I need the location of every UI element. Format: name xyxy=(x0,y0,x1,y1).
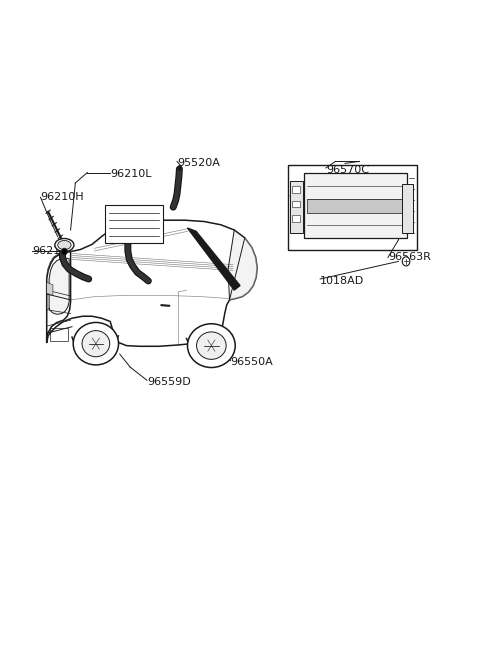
Ellipse shape xyxy=(188,324,235,367)
Bar xyxy=(291,215,300,222)
Text: 91814A: 91814A xyxy=(110,208,153,218)
Ellipse shape xyxy=(55,239,74,251)
Bar xyxy=(291,186,300,193)
Bar xyxy=(307,199,404,213)
Text: 96210L: 96210L xyxy=(110,169,152,180)
Text: 96216: 96216 xyxy=(33,246,68,256)
Ellipse shape xyxy=(58,241,71,250)
Polygon shape xyxy=(47,251,71,342)
Ellipse shape xyxy=(197,332,226,359)
Bar xyxy=(50,328,68,341)
Ellipse shape xyxy=(82,331,110,357)
Bar xyxy=(402,184,413,234)
Polygon shape xyxy=(177,166,182,170)
Polygon shape xyxy=(49,258,69,314)
Text: 95520A: 95520A xyxy=(177,158,220,169)
Bar xyxy=(291,201,300,207)
Bar xyxy=(288,165,417,250)
Text: 96570C: 96570C xyxy=(326,165,369,175)
Bar xyxy=(289,181,303,234)
Text: 96563E: 96563E xyxy=(110,220,152,230)
Text: 96563R: 96563R xyxy=(388,253,431,262)
Text: 96559D: 96559D xyxy=(147,377,191,386)
Text: 96210H: 96210H xyxy=(40,192,84,202)
Polygon shape xyxy=(228,230,257,300)
Polygon shape xyxy=(47,282,53,295)
Polygon shape xyxy=(188,228,240,290)
Ellipse shape xyxy=(402,256,410,266)
Text: 1018AD: 1018AD xyxy=(320,276,364,286)
Ellipse shape xyxy=(61,249,67,255)
Ellipse shape xyxy=(73,323,119,365)
Text: 96563L: 96563L xyxy=(290,192,332,202)
Bar xyxy=(304,173,407,238)
Text: 96550A: 96550A xyxy=(230,357,273,367)
Bar xyxy=(106,205,163,243)
